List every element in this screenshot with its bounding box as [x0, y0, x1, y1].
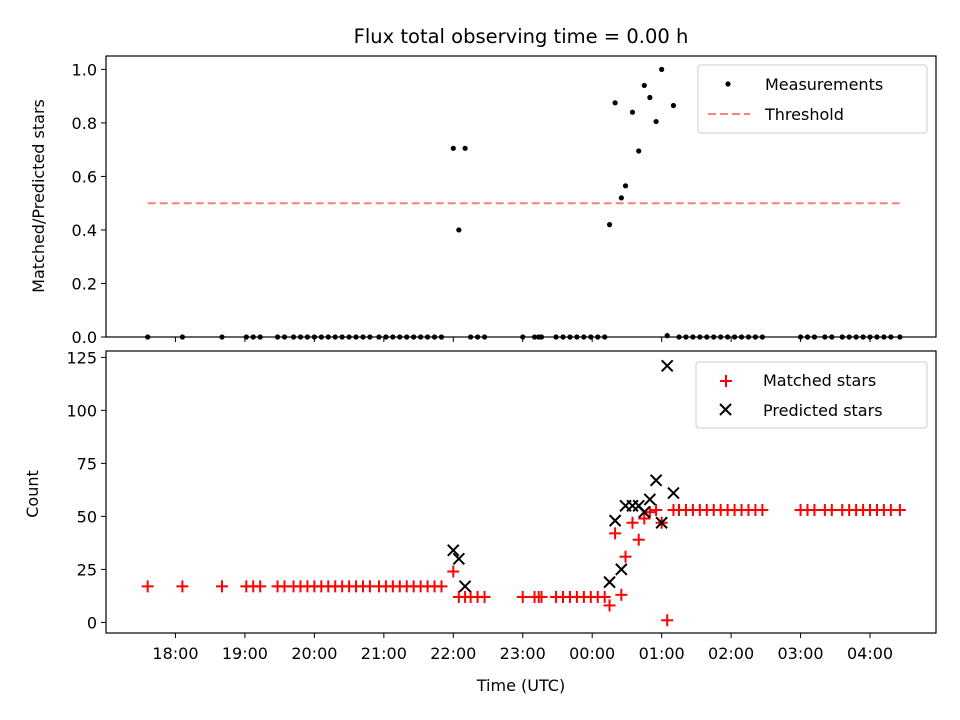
- predicted-point: [615, 563, 628, 576]
- x-tick-label: 23:00: [500, 644, 546, 663]
- x-tick-label: 22:00: [430, 644, 476, 663]
- bottom-legend: Matched stars Predicted stars: [695, 361, 928, 429]
- predicted-point: [643, 493, 657, 506]
- top-y-tick-label: 1.0: [72, 60, 97, 79]
- predicted-point: [649, 474, 663, 487]
- top-y-tick-label: 0.0: [72, 328, 97, 347]
- legend-predicted-label: Predicted stars: [763, 401, 883, 420]
- matched-point: [808, 504, 821, 517]
- matched-point: [638, 512, 651, 525]
- x-tick-label: 01:00: [639, 644, 685, 663]
- predicted-point: [452, 552, 466, 565]
- top-legend: Measurements Threshold: [697, 64, 928, 134]
- matched-point: [598, 590, 611, 603]
- matched-point: [825, 504, 838, 517]
- top-y-tick-label: 0.6: [72, 167, 97, 186]
- bottom-y-tick-label: 100: [66, 401, 97, 420]
- x-axis-label: Time (UTC): [476, 676, 565, 695]
- matched-point: [447, 565, 460, 578]
- x-tick-label: 03:00: [778, 644, 824, 663]
- matched-point: [435, 580, 448, 593]
- top-y-tick-label: 0.4: [72, 221, 97, 240]
- x-tick-label: 18:00: [152, 644, 198, 663]
- matched-point: [615, 588, 628, 601]
- bottom-ticks: 0 25 50 75 100 125 18:00 19:00 20:00 21:00 22:00 23…: [66, 348, 893, 663]
- top-y-tick-label: 0.2: [72, 274, 97, 293]
- matched-point: [141, 580, 154, 593]
- matched-point: [215, 580, 228, 593]
- predicted-point: [667, 486, 680, 500]
- measurement-point: [659, 66, 665, 72]
- measurement-point: [462, 145, 468, 151]
- matched-point: [756, 504, 769, 517]
- predicted-point: [626, 499, 639, 512]
- predicted-point: [458, 580, 472, 593]
- top-plot-frame: [105, 55, 937, 338]
- top-y-axis-label: Matched/Predicted stars: [29, 99, 48, 293]
- matched-point: [643, 506, 656, 519]
- matched-point: [254, 580, 267, 593]
- x-tick-label: 19:00: [222, 644, 268, 663]
- predicted-point: [447, 544, 460, 557]
- legend-measurements-label: Measurements: [765, 75, 883, 94]
- x-tick-label: 20:00: [291, 644, 337, 663]
- flux-panel: Flux total observing time = 0.00 h 0.00.…: [29, 25, 937, 347]
- legend-measurements-marker: [725, 81, 731, 87]
- measurement-point: [647, 94, 653, 101]
- predicted-point: [608, 514, 622, 527]
- measurement-point: [622, 183, 629, 189]
- predicted-point: [603, 575, 616, 589]
- x-tick-label: 00:00: [569, 644, 615, 663]
- bottom-y-tick-label: 50: [77, 507, 97, 526]
- measurement-point: [450, 145, 456, 151]
- legend-predicted-marker: [719, 403, 732, 416]
- matched-point: [661, 614, 674, 627]
- predicted-point: [638, 505, 651, 519]
- x-tick-label: 02:00: [708, 644, 754, 663]
- chart-title: Flux total observing time = 0.00 h: [354, 25, 689, 48]
- bottom-y-tick-label: 125: [66, 348, 97, 367]
- bottom-plot-frame: [105, 350, 937, 634]
- measurement-point: [606, 222, 613, 228]
- matched-points: [141, 504, 906, 627]
- predicted-point: [660, 359, 674, 373]
- bottom-y-tick-label: 75: [77, 454, 97, 473]
- matched-point: [650, 504, 663, 517]
- x-tick-label: 21:00: [361, 644, 407, 663]
- measurement-point: [456, 227, 462, 233]
- count-panel: 0 25 50 75 100 125 18:00 19:00 20:00 21:00 22:00 23…: [23, 348, 937, 695]
- bottom-y-tick-label: 25: [77, 560, 97, 579]
- matched-point: [516, 590, 529, 603]
- top-legend-box: [697, 64, 928, 134]
- measurement-point: [641, 82, 647, 89]
- matched-point: [603, 599, 616, 612]
- matched-point: [176, 580, 189, 593]
- matched-point: [632, 533, 645, 546]
- matched-point: [609, 527, 622, 540]
- top-ticks: 0.0 0.2 0.4 0.6 0.8 1.0: [72, 60, 871, 347]
- top-y-tick-label: 0.8: [72, 114, 97, 133]
- measurement-point: [629, 109, 636, 115]
- predicted-points: [447, 359, 680, 593]
- matched-point: [535, 590, 548, 603]
- measurement-point: [653, 118, 659, 125]
- legend-matched-marker: [720, 375, 732, 387]
- predicted-point: [655, 516, 668, 529]
- matched-point: [893, 504, 906, 517]
- matched-point: [619, 550, 632, 563]
- measurement-point: [612, 100, 618, 106]
- legend-threshold-label: Threshold: [764, 105, 844, 124]
- matched-point: [478, 590, 491, 603]
- bottom-y-axis-label: Count: [23, 470, 42, 518]
- measurement-point: [670, 102, 677, 109]
- x-tick-label: 04:00: [847, 644, 893, 663]
- legend-matched-label: Matched stars: [763, 371, 876, 390]
- bottom-legend-box: [695, 361, 928, 429]
- measurement-point: [636, 148, 642, 154]
- bottom-y-tick-label: 0: [87, 613, 97, 632]
- matched-point: [626, 516, 639, 529]
- measurement-point: [618, 195, 624, 201]
